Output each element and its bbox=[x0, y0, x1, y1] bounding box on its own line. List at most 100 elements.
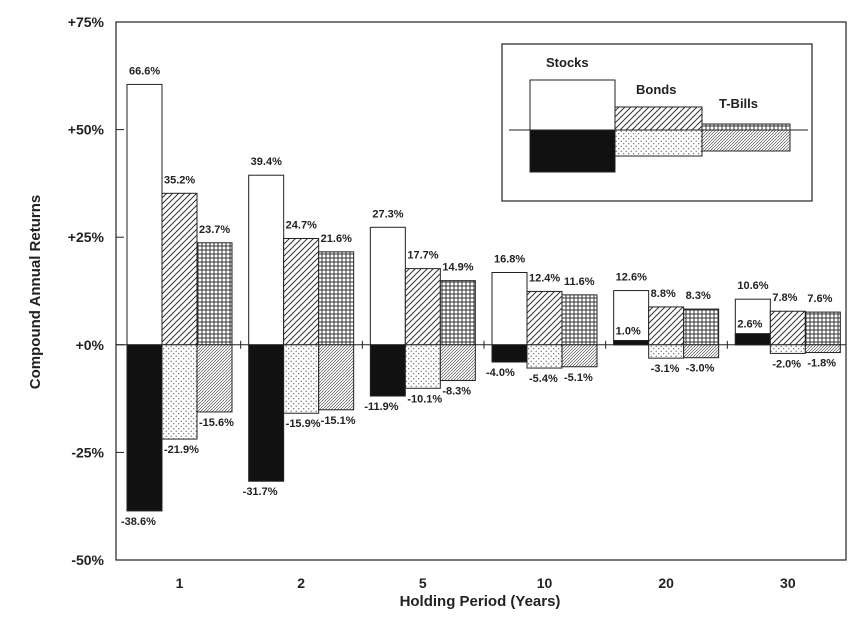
bars bbox=[126, 83, 841, 512]
stocks-min-bar bbox=[126, 344, 163, 512]
bonds-max-label: 8.8% bbox=[651, 288, 676, 300]
tbills-min-bar bbox=[804, 344, 841, 354]
legend-label-tbills: T-Bills bbox=[719, 96, 758, 111]
tbills-max-bar bbox=[439, 280, 476, 346]
tbills-max-bar bbox=[683, 308, 720, 346]
legend-bonds-max bbox=[614, 106, 703, 131]
y-tick-label: +0% bbox=[76, 337, 105, 353]
plot-area bbox=[115, 21, 847, 561]
stocks-max-bar bbox=[126, 83, 163, 346]
tbills-min-bar bbox=[318, 344, 355, 411]
legend-stocks-min bbox=[529, 129, 616, 173]
tbills-min-label: -8.3% bbox=[442, 386, 471, 398]
bonds-min-label: -10.1% bbox=[407, 393, 442, 405]
y-tick-label: -25% bbox=[71, 444, 104, 460]
data-labels: 66.6% -38.6% 35.2% -21.9% 23.7% -15.6% 39.4% -3… bbox=[121, 65, 836, 528]
legend-label-stocks: Stocks bbox=[546, 55, 589, 70]
tbills-max-label: 7.6% bbox=[807, 293, 832, 305]
y-axis-title: Compound Annual Returns bbox=[27, 195, 44, 389]
tbills-max-bar bbox=[561, 294, 598, 346]
bonds-min-label: -2.0% bbox=[772, 358, 801, 370]
legend-bonds-min bbox=[614, 129, 703, 157]
x-tick-label: 1 bbox=[176, 575, 184, 591]
bonds-min-label: -21.9% bbox=[164, 444, 199, 456]
bonds-max-bar bbox=[648, 306, 685, 346]
bonds-min-bar bbox=[526, 344, 563, 369]
stocks-min-label: -38.6% bbox=[121, 516, 156, 528]
tbills-max-label: 11.6% bbox=[564, 276, 595, 288]
y-tick-label: +50% bbox=[68, 122, 105, 138]
stocks-min-label: -11.9% bbox=[364, 401, 398, 413]
bonds-max-bar bbox=[526, 290, 563, 346]
bonds-min-label: -15.9% bbox=[286, 418, 321, 430]
x-tick-label: 20 bbox=[658, 575, 674, 591]
bonds-max-label: 17.7% bbox=[407, 250, 438, 262]
y-axis: +75% +50% +25% +0% -25% -50% bbox=[68, 14, 124, 568]
stocks-max-bar bbox=[248, 174, 285, 346]
tbills-min-bar bbox=[196, 344, 233, 413]
stocks-max-bar bbox=[369, 226, 406, 346]
tbills-min-label: -15.1% bbox=[321, 415, 356, 427]
x-axis: 1 2 5 10 20 30 bbox=[116, 340, 846, 591]
bonds-min-bar bbox=[404, 344, 441, 389]
bonds-min-label: -3.1% bbox=[651, 363, 680, 375]
tbills-min-bar bbox=[439, 344, 476, 382]
stocks-min-bar bbox=[491, 344, 528, 363]
stocks-max-label: 39.4% bbox=[251, 156, 282, 168]
tbills-max-label: 8.3% bbox=[686, 290, 711, 302]
legend-tbills-max bbox=[701, 123, 791, 131]
bonds-max-label: 12.4% bbox=[529, 272, 560, 284]
tbills-min-label: -1.8% bbox=[807, 358, 836, 370]
stocks-max-label: 12.6% bbox=[616, 272, 647, 284]
tbills-max-label: 21.6% bbox=[321, 233, 352, 245]
y-tick-label: -50% bbox=[71, 552, 104, 568]
stocks-min-label: -31.7% bbox=[243, 486, 278, 498]
bonds-min-label: -5.4% bbox=[529, 373, 558, 385]
bonds-min-bar bbox=[283, 344, 320, 414]
bonds-max-label: 35.2% bbox=[164, 174, 195, 186]
tbills-max-bar bbox=[804, 311, 841, 346]
tbills-min-label: -15.6% bbox=[199, 417, 234, 429]
tbills-max-label: 23.7% bbox=[199, 224, 230, 236]
x-tick-label: 30 bbox=[780, 575, 796, 591]
y-tick-label: +75% bbox=[68, 14, 105, 30]
stocks-max-label: 27.3% bbox=[372, 208, 403, 220]
stocks-min-bar bbox=[613, 339, 650, 346]
legend-tbills-min bbox=[701, 129, 791, 152]
stocks-max-label: 66.6% bbox=[129, 65, 160, 77]
bonds-max-label: 24.7% bbox=[286, 219, 317, 231]
bonds-min-bar bbox=[648, 344, 685, 359]
stocks-min-bar bbox=[369, 344, 406, 397]
x-tick-label: 10 bbox=[537, 575, 553, 591]
stocks-min-bar bbox=[734, 333, 771, 346]
stocks-min-label: 2.6% bbox=[737, 319, 762, 331]
legend-label-bonds: Bonds bbox=[636, 82, 676, 97]
tbills-min-label: -3.0% bbox=[686, 363, 715, 375]
tbills-min-bar bbox=[683, 344, 720, 359]
stocks-min-bar bbox=[248, 344, 285, 482]
x-axis-title: Holding Period (Years) bbox=[400, 593, 561, 610]
stocks-max-bar bbox=[491, 271, 528, 346]
stocks-max-bar bbox=[613, 290, 650, 346]
bonds-max-bar bbox=[161, 192, 198, 346]
bonds-max-bar bbox=[404, 268, 441, 346]
bonds-max-bar bbox=[769, 310, 806, 346]
legend: Stocks Bonds T-Bills bbox=[501, 43, 813, 202]
x-tick-label: 5 bbox=[419, 575, 427, 591]
bonds-max-bar bbox=[283, 237, 320, 346]
bonds-max-label: 7.8% bbox=[772, 292, 797, 304]
tbills-max-label: 14.9% bbox=[442, 262, 473, 274]
legend-stocks-max bbox=[529, 79, 616, 131]
bonds-min-bar bbox=[161, 344, 198, 440]
tbills-max-bar bbox=[318, 251, 355, 346]
tbills-min-bar bbox=[561, 344, 598, 368]
tbills-min-label: -5.1% bbox=[564, 372, 593, 384]
y-tick-label: +25% bbox=[68, 229, 105, 245]
stocks-min-label: -4.0% bbox=[486, 367, 515, 379]
x-tick-label: 2 bbox=[297, 575, 305, 591]
bonds-min-bar bbox=[769, 344, 806, 354]
stocks-max-label: 10.6% bbox=[737, 280, 768, 292]
stocks-min-label: 1.0% bbox=[616, 325, 641, 337]
